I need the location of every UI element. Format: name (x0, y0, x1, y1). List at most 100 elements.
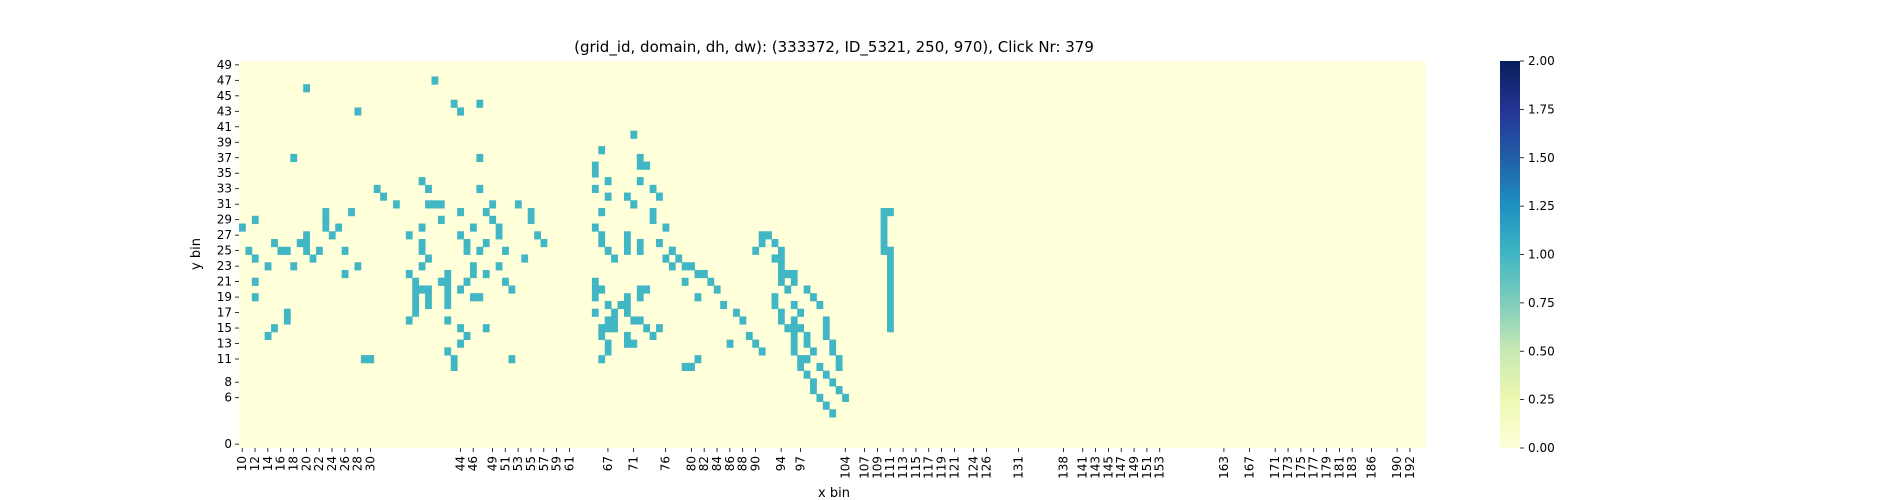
heatmap-cell (887, 269, 894, 279)
heatmap-cell (688, 262, 695, 271)
heatmap-cell (803, 370, 811, 379)
heatmap-cell (643, 324, 651, 333)
heatmap-cell (604, 324, 612, 333)
heatmap-cell (777, 269, 785, 279)
x-tick-label: 181 (1332, 456, 1346, 479)
heatmap-cell (425, 293, 432, 302)
colorbar (1500, 61, 1520, 448)
colorbar-tick-label: 1.75 (1528, 102, 1555, 116)
heatmap-cell (514, 200, 522, 209)
heatmap-cell (444, 277, 452, 286)
x-tick-label: 143 (1089, 456, 1103, 479)
heatmap-cell (784, 285, 792, 294)
y-tick-label: 19 (217, 290, 232, 304)
heatmap-cell (790, 277, 798, 286)
heatmap-cell (668, 262, 676, 271)
heatmap-cell (405, 316, 413, 325)
heatmap-cell (623, 239, 631, 248)
x-tick-label: 30 (364, 456, 378, 471)
heatmap-cell (239, 223, 246, 232)
x-tick-label: 61 (562, 456, 576, 471)
heatmap-cell (700, 269, 708, 279)
heatmap-cell (418, 239, 426, 248)
heatmap-cell (489, 215, 497, 224)
heatmap-cell (810, 378, 817, 387)
x-tick-label: 175 (1294, 456, 1308, 479)
y-tick-label: 49 (217, 58, 232, 72)
heatmap-cell (623, 231, 631, 240)
heatmap-cell (656, 192, 663, 201)
heatmap-cell (431, 200, 439, 209)
heatmap-cell (771, 293, 779, 302)
heatmap-cell (598, 324, 606, 333)
heatmap-cell (457, 339, 464, 348)
heatmap-cell (790, 347, 798, 356)
x-tick-label: 46 (466, 456, 480, 471)
heatmap-cell (598, 285, 606, 294)
x-tick-label: 147 (1114, 456, 1128, 479)
x-tick-label: 126 (979, 456, 993, 479)
heatmap-cell (450, 362, 458, 371)
heatmap-cell (649, 331, 657, 341)
x-tick-label: 107 (858, 456, 872, 479)
heatmap-cell (835, 362, 843, 371)
heatmap-cell (739, 316, 747, 325)
heatmap-cell (444, 300, 452, 310)
heatmap-cell (450, 99, 458, 108)
heatmap-cell (271, 324, 278, 333)
colorbar-tick-label: 0.25 (1528, 393, 1555, 407)
y-tick-label: 41 (217, 120, 232, 134)
heatmap-cell (463, 331, 471, 341)
heatmap-cell (656, 239, 663, 248)
heatmap-cell (636, 285, 644, 294)
y-tick-label: 0 (224, 437, 232, 451)
heatmap-cell (604, 316, 612, 325)
x-tick-label: 149 (1127, 456, 1141, 479)
y-tick-label: 33 (217, 182, 232, 196)
heatmap-cell (675, 254, 683, 263)
heatmap-cell (771, 239, 779, 248)
heatmap-cell (469, 293, 477, 302)
heatmap-cell (476, 153, 484, 163)
heatmap-cell (745, 331, 753, 341)
heatmap-cell (649, 208, 657, 217)
heatmap-cell (264, 331, 272, 341)
heatmap-cell (790, 300, 798, 310)
x-tick-label: 16 (274, 456, 288, 471)
heatmap-cell (835, 386, 843, 395)
heatmap-cell (444, 347, 452, 356)
heatmap-cell (636, 293, 644, 302)
x-tick-label: 192 (1403, 456, 1417, 479)
heatmap-cell (758, 239, 766, 248)
x-tick-label: 51 (498, 456, 512, 471)
heatmap-cell (790, 324, 798, 333)
heatmap-cell (335, 223, 343, 232)
heatmap-cell (450, 355, 458, 364)
heatmap-cell (457, 324, 464, 333)
heatmap-cell (681, 362, 689, 371)
heatmap-cell (418, 223, 426, 232)
heatmap-cell (322, 208, 330, 217)
heatmap-cell (797, 324, 805, 333)
heatmap-cell (354, 262, 362, 271)
heatmap-cell (502, 246, 509, 255)
heatmap-cell (630, 130, 638, 139)
x-tick-label: 10 (235, 456, 249, 471)
heatmap-cell (765, 231, 772, 240)
heatmap-cell (591, 223, 599, 232)
x-tick-label: 131 (1012, 456, 1026, 479)
heatmap-cell (880, 208, 888, 217)
heatmap-cell (623, 300, 631, 310)
heatmap-cell (887, 246, 894, 255)
heatmap-cell (405, 231, 413, 240)
x-tick-label: 57 (537, 456, 551, 471)
heatmap-cell (611, 324, 618, 333)
heatmap-cell (418, 285, 426, 294)
x-tick-label: 183 (1345, 456, 1359, 479)
heatmap-cell (482, 324, 490, 333)
y-tick-label: 13 (217, 337, 232, 351)
x-tick-label: 86 (723, 456, 737, 471)
heatmap-cell (777, 262, 785, 271)
heatmap-cell (771, 254, 779, 263)
